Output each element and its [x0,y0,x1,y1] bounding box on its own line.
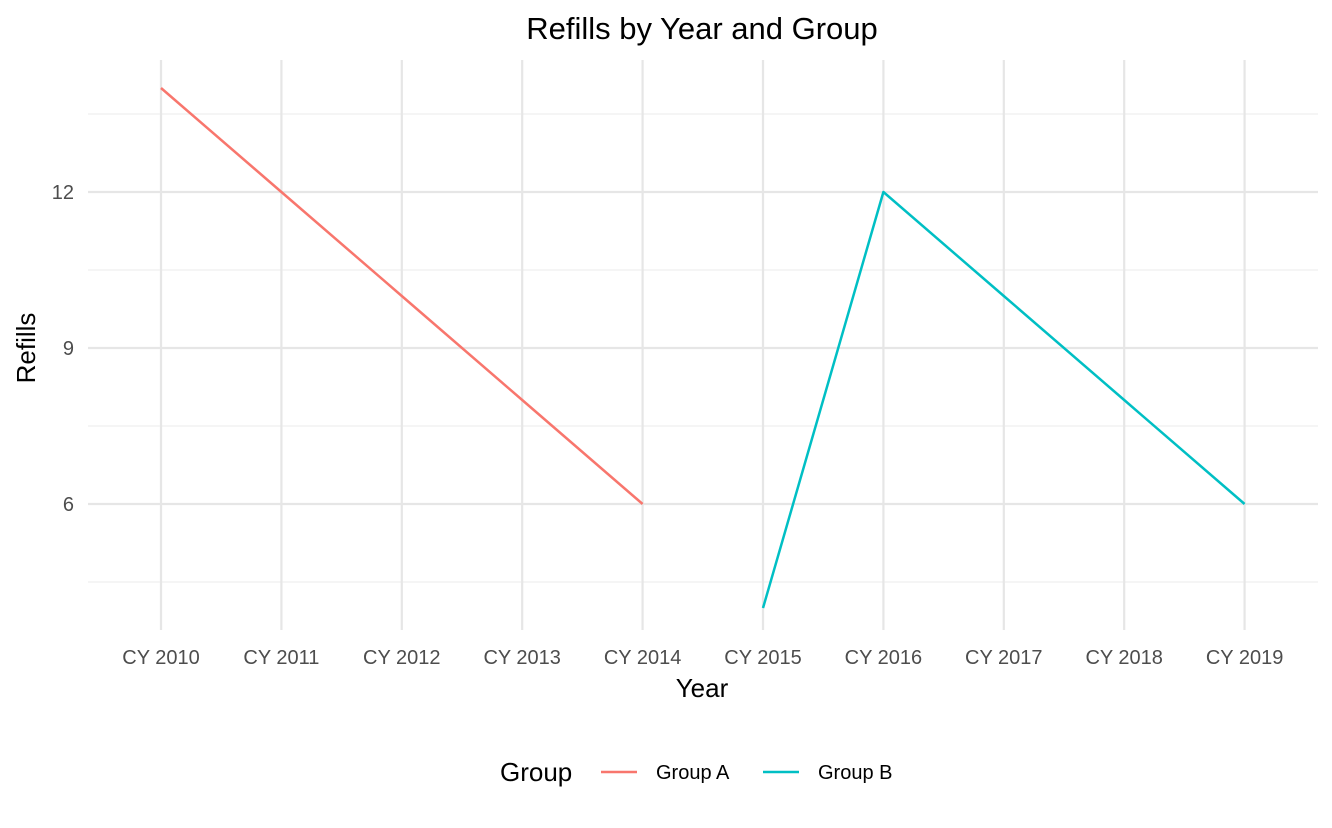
y-tick-label: 12 [52,182,74,204]
legend: Group Group A Group B [500,757,892,787]
x-tick-label: CY 2013 [483,647,560,669]
grid [88,60,1318,630]
legend-title: Group [500,757,572,787]
legend-label-group-b: Group B [818,762,892,784]
x-tick-label: CY 2011 [243,647,319,669]
x-tick-label: CY 2018 [1085,647,1162,669]
x-tick-label: CY 2017 [965,647,1042,669]
legend-label-group-a: Group A [656,762,730,784]
chart-title: Refills by Year and Group [526,11,878,46]
series-lines [160,87,1246,609]
y-tick-label: 9 [63,338,74,360]
x-axis-title: Year [676,673,729,703]
x-tick-label: CY 2015 [724,647,801,669]
y-tick-labels: 6 9 12 [52,182,74,516]
series-line-group-b [761,190,1246,609]
x-tick-label: CY 2012 [363,647,440,669]
x-tick-label: CY 2019 [1206,647,1283,669]
x-tick-label: CY 2010 [122,647,199,669]
y-axis-title: Refills [11,313,41,384]
x-tick-label: CY 2014 [604,647,681,669]
series-line-group-a [160,87,644,505]
y-tick-label: 6 [63,494,74,516]
x-tick-labels: CY 2010 CY 2011 CY 2012 CY 2013 CY 2014 CY 20… [122,647,1283,669]
x-tick-label: CY 2016 [845,647,922,669]
